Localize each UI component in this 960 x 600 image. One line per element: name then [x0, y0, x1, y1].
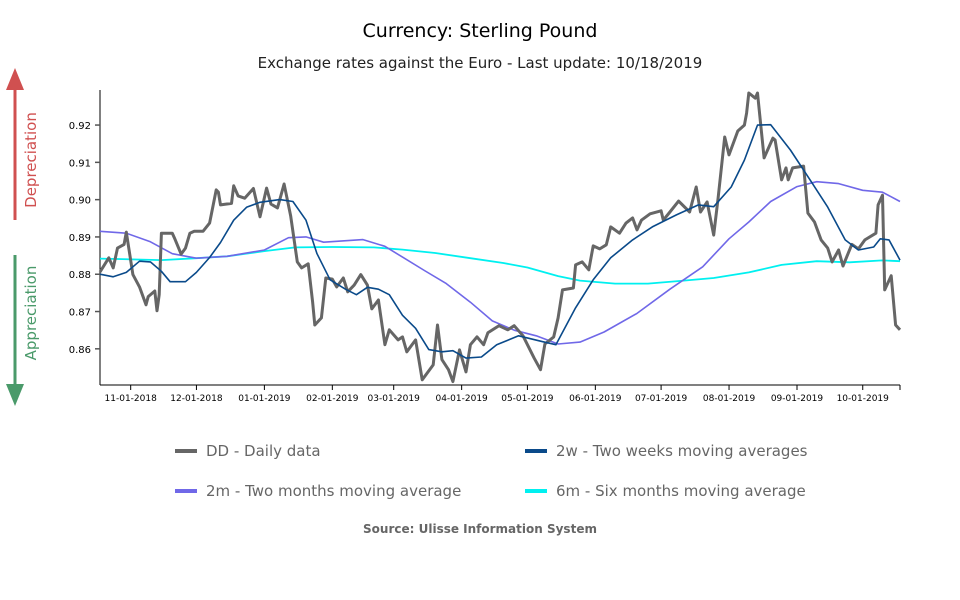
series-line-6m [99, 246, 901, 285]
y-tick-label: 0.87 [69, 308, 91, 319]
x-tick-label: 09-01-2019 [771, 394, 824, 404]
legend-item-daily: DD - Daily data [175, 442, 321, 460]
series-line-2m [99, 180, 901, 345]
source-note: Source: Ulisse Information System [363, 522, 597, 536]
y-tick-label: 0.86 [69, 345, 91, 356]
depreciation-label: Depreciation [22, 112, 40, 208]
chart-subtitle: Exchange rates against the Euro - Last u… [257, 54, 703, 72]
y-tick-label: 0.92 [69, 121, 91, 132]
legend-label: 2w - Two weeks moving averages [556, 442, 808, 460]
legend-item-2m: 2m - Two months moving average [175, 482, 461, 500]
x-tick-label: 05-01-2019 [501, 394, 554, 404]
series-line-daily [98, 91, 902, 384]
x-tick-label: 12-01-2018 [170, 394, 223, 404]
legend-swatch [525, 449, 547, 453]
series-line-2w [99, 123, 901, 359]
legend-label: DD - Daily data [206, 442, 321, 460]
x-tick-label: 01-01-2019 [238, 394, 291, 404]
legend-swatch [175, 449, 197, 453]
depreciation-arrow-head-icon [6, 68, 24, 90]
y-tick-label: 0.88 [69, 270, 91, 281]
x-tick-label: 03-01-2019 [368, 394, 421, 404]
x-tick-label: 04-01-2019 [435, 394, 488, 404]
x-tick-label: 02-01-2019 [306, 394, 359, 404]
legend-item-6m: 6m - Six months moving average [525, 482, 806, 500]
legend-item-2w: 2w - Two weeks moving averages [525, 442, 808, 460]
appreciation-arrow-head-icon [6, 384, 24, 406]
y-tick-label: 0.91 [69, 158, 91, 169]
legend-label: 2m - Two months moving average [206, 482, 462, 500]
appreciation-label: Appreciation [22, 266, 40, 361]
x-tick-label: 11-01-2018 [105, 394, 158, 404]
chart-title: Currency: Sterling Pound [362, 20, 598, 42]
x-tick-label: 07-01-2019 [635, 394, 688, 404]
x-tick-label: 06-01-2019 [569, 394, 622, 404]
legend-swatch [525, 489, 547, 493]
x-tick-label: 10-01-2019 [837, 394, 890, 404]
legend-swatch [175, 489, 197, 493]
y-tick-label: 0.90 [69, 196, 91, 207]
legend-label: 6m - Six months moving average [556, 482, 806, 500]
y-tick-label: 0.89 [69, 233, 91, 244]
x-tick-label: 08-01-2019 [703, 394, 756, 404]
